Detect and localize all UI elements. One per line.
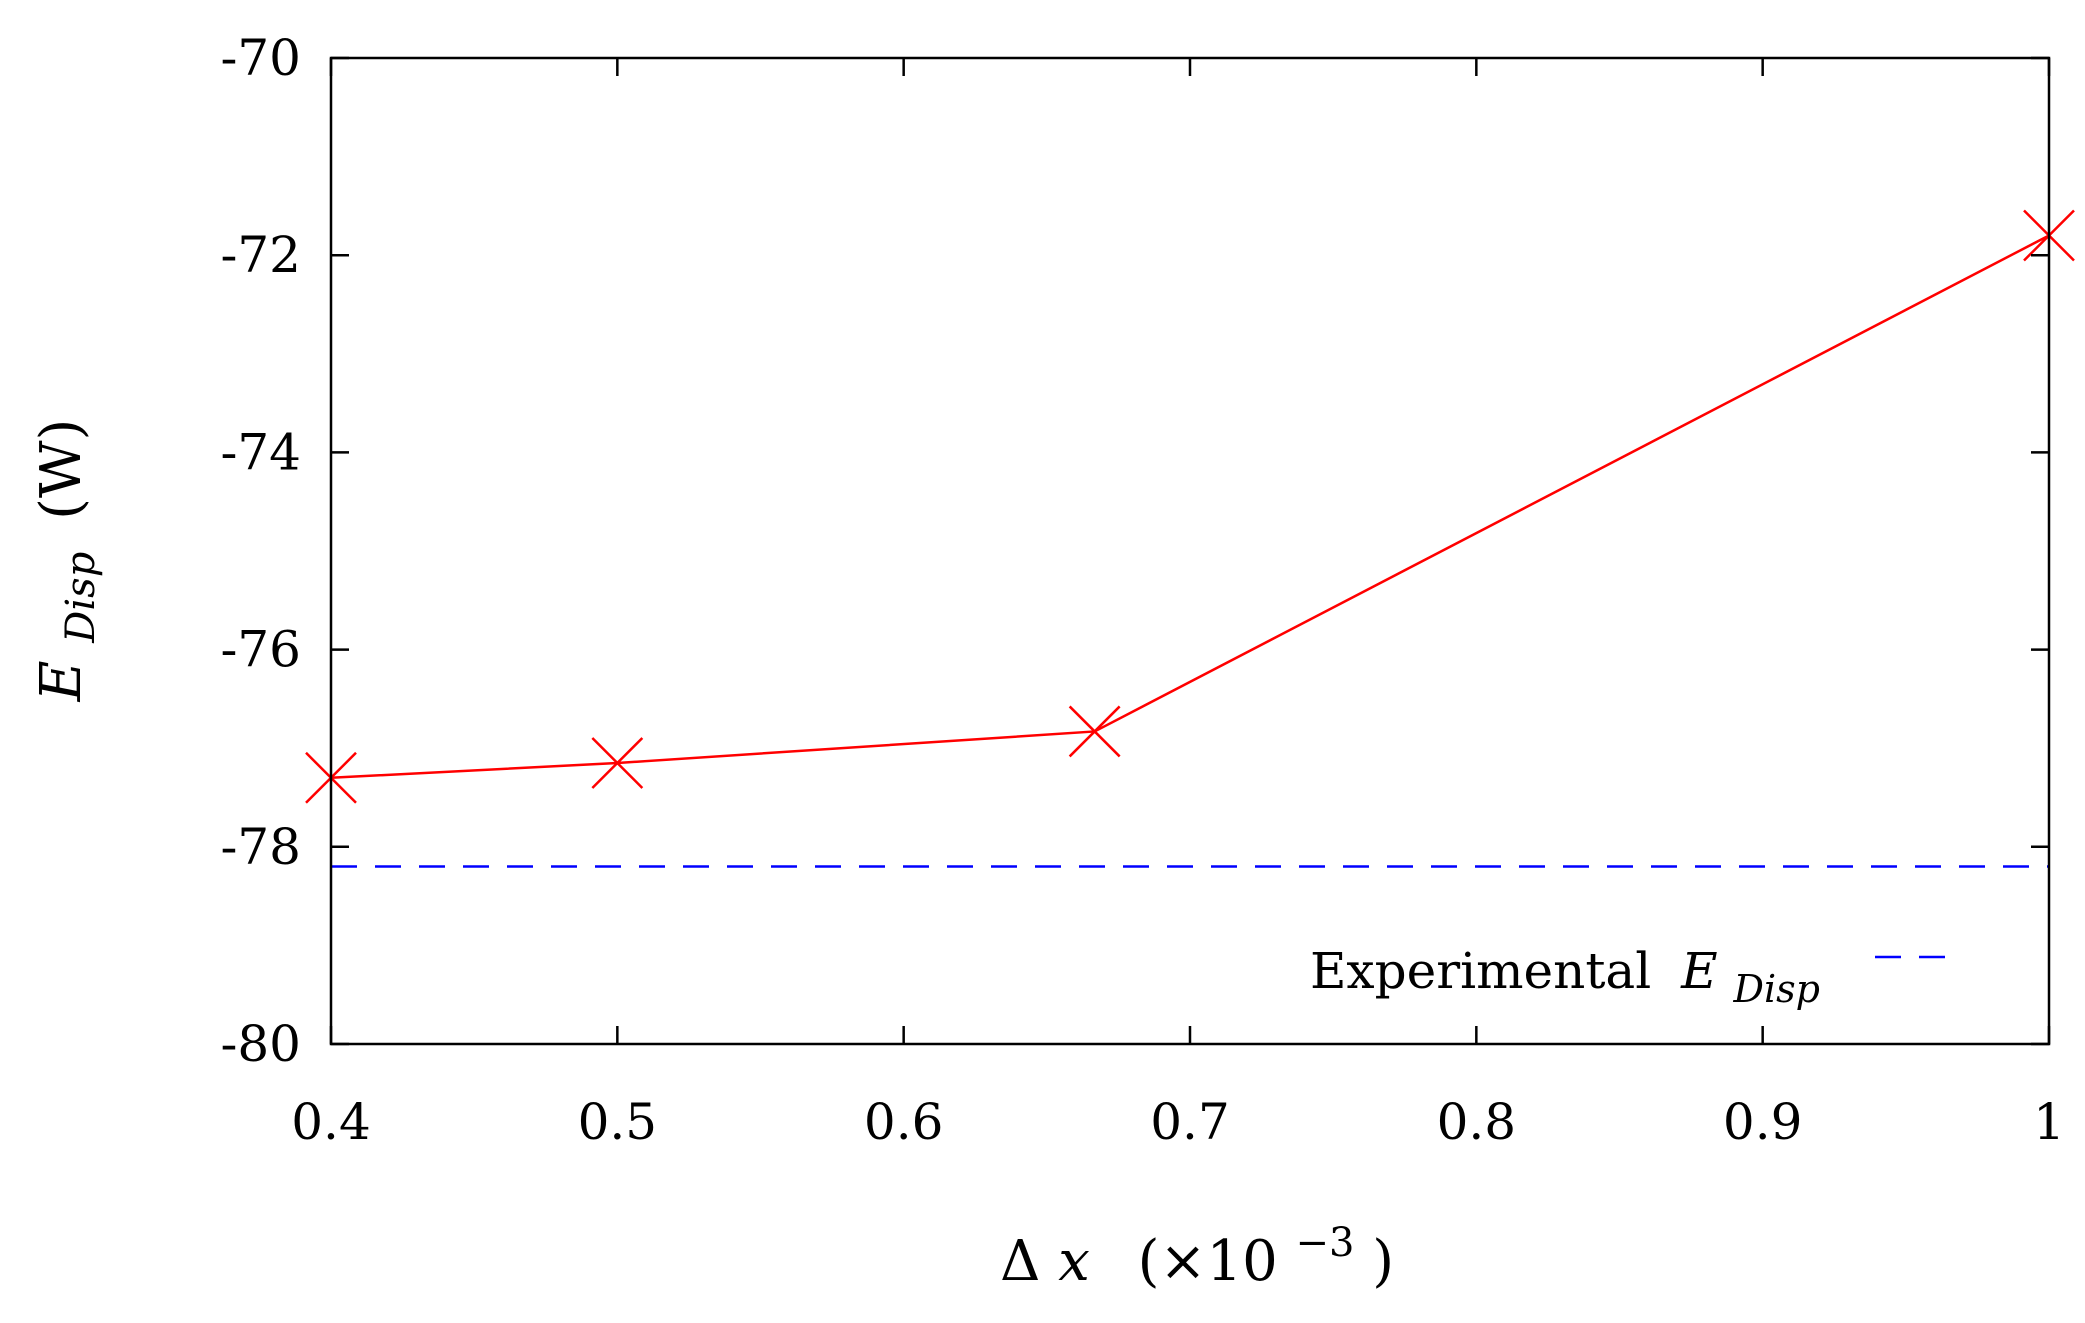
x-tick-label: 0.4 (291, 1093, 371, 1151)
legend: Experimental E Disp (1310, 942, 1945, 1011)
y-tick-label: -78 (220, 818, 301, 876)
legend-label: Experimental E Disp (1310, 942, 1820, 1011)
x-axis-label: Δ x (×10 −3 ) (1000, 1205, 1394, 1294)
x-axis-delta: Δ (1000, 1229, 1040, 1294)
x-axis-exponent: −3 (1296, 1220, 1355, 1266)
x-tick-label: 0.5 (578, 1093, 658, 1151)
legend-subscript: Disp (1733, 967, 1820, 1011)
y-tick-label: -80 (220, 1015, 301, 1073)
y-axis-subscript: Disp (58, 552, 104, 644)
x-axis-close: ) (1372, 1229, 1394, 1294)
y-tick-label: -76 (220, 621, 301, 679)
x-tick-label: 0.6 (864, 1093, 944, 1151)
y-axis-unit: (W) (29, 419, 94, 520)
legend-symbol: E (1680, 942, 1718, 1000)
x-tick-label: 0.7 (1150, 1093, 1230, 1151)
data-point-marker (1068, 705, 1121, 758)
y-tick-label: -70 (220, 29, 301, 87)
x-axis-variable: x (1058, 1229, 1090, 1294)
x-tick-label: 0.8 (1437, 1093, 1517, 1151)
y-axis-label: E Disp (W) (29, 419, 108, 703)
x-axis-factor: (×10 (1138, 1229, 1278, 1294)
series-line (330, 234, 2050, 780)
y-tick-label: -72 (220, 226, 301, 284)
y-axis-symbol: E (29, 661, 94, 703)
legend-text: Experimental (1310, 942, 1651, 1000)
x-tick-label: 1 (2033, 1093, 2065, 1151)
data-point-marker (591, 737, 644, 789)
ticks-layer: 0.4 0.5 0.6 0.7 0.8 0.9 1 -70 -72 -74 -76 -78 -80 (220, 29, 2064, 1151)
y-tick-label: -74 (220, 423, 301, 481)
plot-data-layer (305, 209, 2075, 868)
x-tick-label: 0.9 (1723, 1093, 1803, 1151)
plot-frame (329, 56, 2051, 1046)
